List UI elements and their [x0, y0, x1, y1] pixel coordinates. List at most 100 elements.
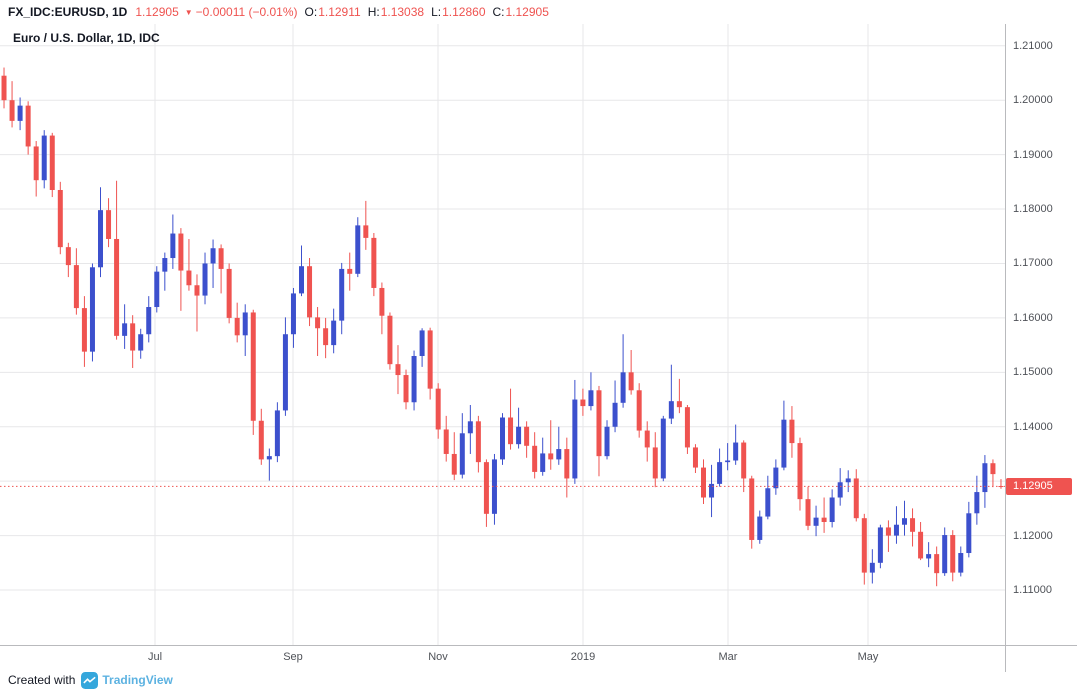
candle-body — [299, 266, 304, 294]
candle-body — [918, 531, 924, 559]
time-axis-separator — [0, 645, 1077, 646]
candle-body — [580, 399, 586, 407]
candle-body — [49, 135, 55, 190]
open-field: O:1.12911 — [305, 5, 361, 19]
candle-body — [210, 248, 216, 264]
candle-body — [186, 270, 192, 286]
candle-body — [877, 527, 883, 563]
candle-body — [926, 554, 932, 559]
candle-body — [588, 390, 594, 407]
candle-body — [628, 372, 634, 391]
close-field: C:1.12905 — [493, 5, 549, 19]
candle-body — [379, 287, 385, 316]
candle-body — [572, 399, 578, 479]
candle-body — [387, 315, 393, 365]
candle-body — [548, 453, 554, 460]
candle-body — [701, 467, 706, 498]
time-axis-label: May — [857, 651, 879, 663]
current-price-label: 1.12905 — [1006, 477, 1072, 495]
candle-body — [331, 320, 337, 346]
price-axis-separator — [1005, 24, 1006, 672]
candle-body — [709, 483, 715, 498]
candle-body — [435, 388, 441, 430]
high-field: H:1.13038 — [368, 5, 424, 19]
candle-body — [773, 467, 779, 489]
candle-body — [130, 323, 136, 351]
candle-body — [604, 426, 610, 457]
candle-body — [789, 419, 795, 444]
candle-body — [660, 418, 666, 479]
candle-body — [813, 517, 819, 526]
price-axis-label: 1.11000 — [1013, 584, 1052, 597]
time-axis[interactable]: Jul Sep Nov 2019 Mar May — [0, 646, 1005, 672]
candle-body — [9, 100, 15, 121]
candle-body — [282, 334, 288, 411]
candle-body — [757, 516, 763, 540]
candle-body — [194, 285, 200, 296]
price-axis-label: 1.19000 — [1013, 148, 1053, 161]
candle-body — [427, 330, 433, 389]
candle-body — [33, 146, 39, 181]
candle-body — [902, 518, 907, 525]
time-axis-label: Sep — [283, 651, 303, 663]
candle-body — [65, 247, 71, 266]
candle-body — [483, 462, 489, 514]
candle-body — [25, 105, 31, 147]
attribution: Created with TradingView — [8, 670, 173, 690]
candle-body — [853, 478, 859, 519]
candle-body — [459, 433, 465, 475]
candle-body — [443, 429, 449, 454]
price-axis[interactable]: 1.12905 1.21000 1.20000 1.19000 1.18000 1.17… — [1006, 24, 1077, 645]
candle-body — [596, 390, 602, 457]
candle-body — [73, 265, 79, 309]
candle-body — [950, 535, 956, 573]
candle-body — [524, 426, 530, 446]
chart-header: FX_IDC:EURUSD, 1D 1.12905 ▼ −0.00011 (−0… — [0, 0, 1077, 24]
candle-body — [403, 375, 409, 403]
candle-body — [508, 417, 514, 445]
open-label: O: — [304, 5, 318, 19]
low-field: L:1.12860 — [431, 5, 485, 19]
candle-body — [982, 463, 988, 493]
candle-body — [242, 312, 248, 336]
candle-body — [234, 317, 240, 336]
symbol-title: FX_IDC:EURUSD, 1D — [8, 5, 128, 19]
candle-body — [966, 513, 972, 554]
low-value: 1.12860 — [442, 5, 486, 19]
tradingview-brand-link[interactable]: TradingView — [102, 673, 173, 687]
candle-body — [765, 488, 771, 517]
price-axis-label: 1.12000 — [1013, 529, 1053, 542]
price-down-arrow-icon: ▼ — [184, 7, 193, 17]
candle-body — [893, 524, 899, 536]
candle-body — [258, 420, 264, 460]
candle-body — [89, 267, 95, 352]
candle-body — [805, 499, 811, 526]
candle-body — [725, 460, 731, 463]
price-axis-label: 1.18000 — [1013, 203, 1053, 216]
candle-body — [733, 442, 739, 461]
candle-body — [942, 535, 948, 574]
candle-body — [564, 449, 570, 479]
price-axis-label: 1.15000 — [1013, 366, 1053, 379]
candle-body — [692, 447, 698, 468]
chart-legend-title[interactable]: Euro / U.S. Dollar, 1D, IDC — [13, 31, 160, 45]
candle-body — [620, 372, 626, 403]
candle-body — [170, 233, 176, 259]
candlestick-chart[interactable] — [0, 24, 1005, 645]
candle-body — [347, 268, 353, 274]
time-axis-label: 2019 — [570, 651, 596, 663]
candle-body — [307, 266, 313, 318]
tradingview-logo-icon[interactable] — [81, 671, 99, 689]
candle-body — [451, 453, 457, 475]
candle-body — [122, 323, 128, 336]
candle-body — [323, 328, 329, 346]
high-value: 1.13038 — [380, 5, 425, 19]
candle-body — [797, 443, 803, 500]
candle-body — [934, 554, 940, 574]
candle-body — [717, 462, 723, 484]
price-axis-label: 1.21000 — [1013, 39, 1053, 52]
candle-body — [612, 402, 618, 427]
candle-body — [749, 478, 755, 540]
candle-body — [1, 75, 7, 101]
